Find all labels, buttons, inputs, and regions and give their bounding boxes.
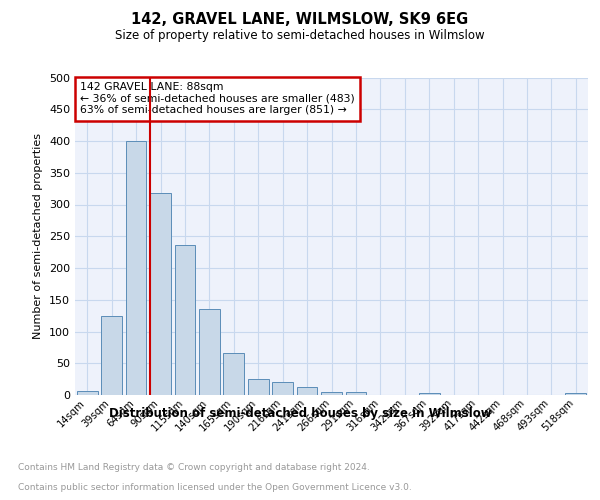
Bar [419,393,440,395]
Bar [296,386,317,395]
Bar [150,193,171,395]
Text: Contains HM Land Registry data © Crown copyright and database right 2024.: Contains HM Land Registry data © Crown c… [18,464,370,472]
Text: Distribution of semi-detached houses by size in Wilmslow: Distribution of semi-detached houses by … [109,408,491,420]
Bar [321,392,342,395]
Bar [77,390,98,395]
Bar [125,141,146,395]
Bar [175,245,196,395]
Text: Size of property relative to semi-detached houses in Wilmslow: Size of property relative to semi-detach… [115,29,485,42]
Text: 142, GRAVEL LANE, WILMSLOW, SK9 6EG: 142, GRAVEL LANE, WILMSLOW, SK9 6EG [131,12,469,28]
Bar [248,379,269,395]
Bar [346,392,367,395]
Bar [101,316,122,395]
Text: 142 GRAVEL LANE: 88sqm
← 36% of semi-detached houses are smaller (483)
63% of se: 142 GRAVEL LANE: 88sqm ← 36% of semi-det… [80,82,355,116]
Y-axis label: Number of semi-detached properties: Number of semi-detached properties [34,133,43,339]
Bar [272,382,293,395]
Bar [565,393,586,395]
Bar [223,353,244,395]
Bar [199,310,220,395]
Text: Contains public sector information licensed under the Open Government Licence v3: Contains public sector information licen… [18,484,412,492]
